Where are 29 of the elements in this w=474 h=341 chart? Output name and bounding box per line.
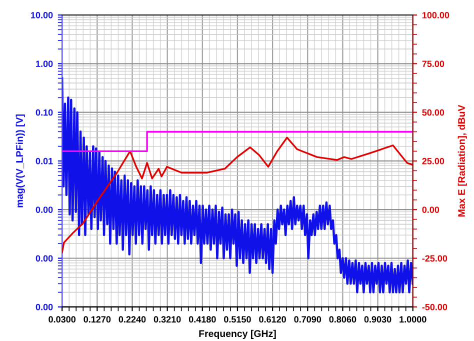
- x-tick-label: 0.6120: [259, 316, 286, 323]
- y2-tick-label: -25.00: [422, 255, 448, 262]
- line-series: [62, 136, 413, 254]
- x-tick-label: 0.5150: [224, 316, 251, 323]
- y2-axis-title: Max E [Radiation], dBuV: [458, 104, 467, 216]
- x-tick-label: 0.1270: [84, 316, 111, 323]
- y-tick-label: 10.00: [31, 12, 53, 18]
- x-tick-label: 0.9030: [364, 316, 392, 323]
- x-tick-label: 0.8060: [329, 316, 356, 323]
- x-tick-label: 0.3210: [154, 316, 181, 323]
- y-tick-label: 0.10: [36, 109, 53, 116]
- x-tick-label: 0.0300: [48, 316, 76, 323]
- y2-tick-label: 0.00: [422, 206, 440, 213]
- y2-tick-label: 25.00: [422, 158, 444, 164]
- x-tick-label: 0.2240: [118, 316, 146, 323]
- x-tick-label: 1.0000: [400, 316, 426, 323]
- y2-tick-label: 75.00: [422, 60, 444, 68]
- y-tick-label: 1.00: [36, 60, 53, 68]
- y2-tick-label: 50.00: [422, 109, 444, 116]
- y-tick-label: 0.00: [36, 304, 53, 310]
- x-tick-label: 0.4180: [188, 316, 216, 323]
- y2-tick-label: -50.00: [422, 304, 448, 310]
- y-tick-label: 0.01: [36, 158, 53, 164]
- y-axis-title: mag(V(V_LPFin)) [V]: [16, 114, 25, 208]
- y2-tick-label: 100.00: [422, 12, 450, 18]
- x-tick-label: 0.7090: [294, 316, 322, 323]
- x-axis-title: Frequency [GHz]: [199, 330, 276, 339]
- y-tick-label: 0.00: [36, 255, 53, 262]
- y-tick-label: 0.00: [36, 206, 53, 213]
